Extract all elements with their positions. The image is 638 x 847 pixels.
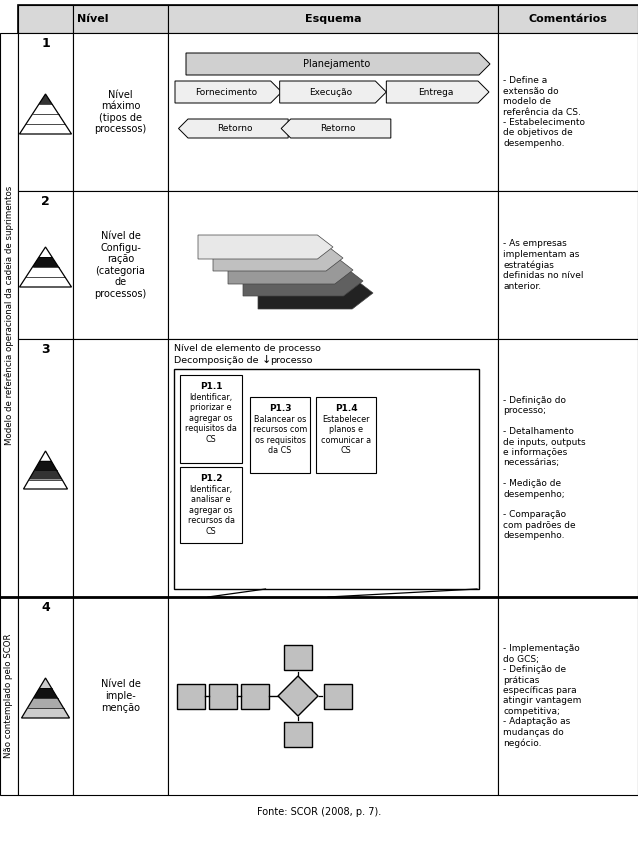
Text: Nível de
imple-
menção: Nível de imple- menção: [101, 679, 140, 712]
Text: P1.2: P1.2: [200, 474, 222, 483]
Polygon shape: [387, 81, 489, 103]
Text: Modelo de referência operacional da cadeia de suprimentos: Modelo de referência operacional da cade…: [4, 185, 14, 445]
Text: Identificar,
analisar e
agregar os
recursos da
CS: Identificar, analisar e agregar os recur…: [188, 485, 235, 535]
Polygon shape: [22, 708, 70, 718]
Polygon shape: [26, 114, 65, 124]
Text: 1: 1: [41, 36, 50, 49]
Text: - Implementação
do GCS;
- Definição de
práticas
específicas para
atingir vantage: - Implementação do GCS; - Definição de p…: [503, 645, 581, 748]
Text: P1.4: P1.4: [335, 404, 357, 413]
Bar: [73, 33, 168, 191]
Polygon shape: [175, 81, 281, 103]
Bar: [241, 684, 269, 708]
Text: Estabelecer
planos e
comunicar a
CS: Estabelecer planos e comunicar a CS: [321, 415, 371, 455]
Bar: [209, 684, 237, 708]
Polygon shape: [20, 124, 71, 134]
Bar: [174, 369, 479, 589]
Polygon shape: [243, 266, 363, 296]
Polygon shape: [213, 245, 343, 271]
Text: ↓: ↓: [262, 355, 271, 365]
Text: Fornecimento: Fornecimento: [195, 87, 258, 97]
Text: Decomposição de: Decomposição de: [174, 356, 258, 365]
Bar: [498, 5, 638, 33]
Text: Retorno: Retorno: [217, 124, 253, 133]
Bar: [284, 722, 312, 747]
Bar: [18, 597, 73, 795]
Bar: [73, 597, 168, 795]
Bar: [180, 467, 242, 543]
Bar: [168, 339, 498, 597]
Text: P1.1: P1.1: [200, 382, 222, 391]
Bar: [168, 33, 498, 191]
Bar: [18, 5, 73, 33]
Text: - Definição do
processo;

- Detalhamento
de inputs, outputs
e informações
necess: - Definição do processo; - Detalhamento …: [503, 396, 586, 540]
Polygon shape: [26, 267, 65, 277]
Polygon shape: [281, 119, 391, 138]
Polygon shape: [20, 277, 71, 287]
Text: Não contemplado pelo SCOR: Não contemplado pelo SCOR: [4, 634, 13, 758]
Bar: [18, 339, 73, 597]
Bar: [73, 191, 168, 339]
Polygon shape: [40, 451, 51, 461]
Bar: [0, 597, 18, 795]
Bar: [324, 684, 352, 708]
Polygon shape: [29, 470, 62, 479]
Text: processo: processo: [270, 356, 313, 365]
Polygon shape: [186, 53, 490, 75]
Text: Retorno: Retorno: [320, 124, 355, 133]
Bar: [498, 33, 638, 191]
Polygon shape: [198, 235, 333, 259]
Text: Nível: Nível: [77, 14, 108, 24]
Bar: [168, 191, 498, 339]
Bar: [73, 339, 168, 597]
Text: 2: 2: [41, 195, 50, 208]
Polygon shape: [33, 104, 59, 114]
Polygon shape: [34, 688, 57, 698]
Bar: [168, 597, 498, 795]
Polygon shape: [39, 94, 52, 104]
Polygon shape: [278, 676, 318, 716]
Text: Nível
máximo
(tipos de
processos): Nível máximo (tipos de processos): [94, 90, 147, 135]
Text: 3: 3: [41, 342, 50, 356]
Bar: [73, 5, 168, 33]
Bar: [168, 5, 498, 33]
Text: Comentários: Comentários: [528, 14, 607, 24]
Polygon shape: [39, 247, 52, 257]
Bar: [18, 33, 73, 191]
Polygon shape: [24, 479, 68, 489]
Text: Esquema: Esquema: [305, 14, 361, 24]
Bar: [250, 397, 310, 473]
Text: Entrega: Entrega: [418, 87, 454, 97]
Bar: [284, 645, 312, 670]
Bar: [180, 375, 242, 463]
Text: 4: 4: [41, 601, 50, 613]
Text: Identificar,
priorizar e
agregar os
requisitos da
CS: Identificar, priorizar e agregar os requ…: [185, 393, 237, 444]
Text: - As empresas
implementam as
estratégias
definidas no nível
anterior.: - As empresas implementam as estratégias…: [503, 240, 584, 291]
Text: - Define a
extensão do
modelo de
referência da CS.
- Estabelecimento
de objetivo: - Define a extensão do modelo de referên…: [503, 76, 585, 147]
Text: Execução: Execução: [309, 87, 353, 97]
Polygon shape: [228, 256, 353, 284]
Text: Planejamento: Planejamento: [302, 59, 370, 69]
Polygon shape: [34, 461, 57, 470]
Polygon shape: [179, 119, 288, 138]
Text: P1.3: P1.3: [269, 404, 292, 413]
Text: Fonte: SCOR (2008, p. 7).: Fonte: SCOR (2008, p. 7).: [257, 807, 381, 817]
Bar: [177, 684, 205, 708]
Text: Balancear os
recursos com
os requisitos
da CS: Balancear os recursos com os requisitos …: [253, 415, 307, 455]
Polygon shape: [40, 678, 52, 688]
Text: Nível de
Configu-
ração
(categoria
de
processos): Nível de Configu- ração (categoria de pr…: [94, 231, 147, 299]
Bar: [498, 191, 638, 339]
Polygon shape: [27, 698, 64, 708]
Bar: [316, 397, 376, 473]
Bar: [18, 191, 73, 339]
Polygon shape: [33, 257, 59, 267]
Polygon shape: [258, 277, 373, 309]
Bar: [0, 33, 18, 597]
Text: Nível de elemento de processo: Nível de elemento de processo: [174, 344, 321, 353]
Bar: [498, 339, 638, 597]
Polygon shape: [279, 81, 387, 103]
Bar: [498, 597, 638, 795]
